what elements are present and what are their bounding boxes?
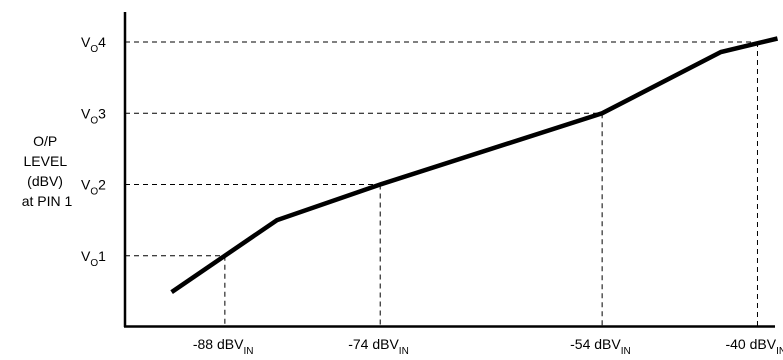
- y-axis-label: O/P LEVEL (dBV) at PIN 1: [22, 133, 73, 209]
- series-line: [170, 36, 779, 294]
- y-tick-labels: VO1 VO2 VO3 VO4: [81, 34, 106, 269]
- x-tick-labels: -88 dBVIN -74 dBVIN -54 dBVIN -40 dBVIN: [193, 336, 783, 357]
- y-tick-label: VO3: [81, 105, 106, 126]
- y-axis-label-line: (dBV): [27, 173, 63, 189]
- y-axis-label-line: at PIN 1: [22, 193, 73, 209]
- y-tick-label: VO2: [81, 177, 106, 198]
- y-axis-label-line: LEVEL: [24, 153, 68, 169]
- x-tick-label: -74 dBVIN: [348, 336, 409, 357]
- axes: [123, 12, 775, 328]
- y-tick-label: VO4: [81, 34, 106, 55]
- y-axis-label-line: O/P: [33, 133, 57, 149]
- x-tick-label: -40 dBVIN: [725, 336, 783, 357]
- y-tick-label: VO1: [81, 248, 106, 269]
- x-tick-label: -88 dBVIN: [193, 336, 254, 357]
- guide-lines: [125, 41, 758, 326]
- x-tick-label: -54 dBVIN: [570, 336, 631, 357]
